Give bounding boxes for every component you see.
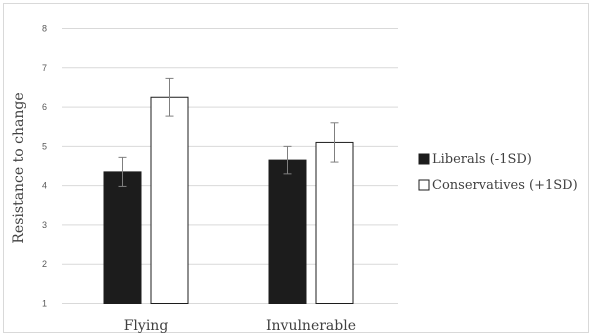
y-tick-label: 7	[42, 63, 47, 73]
y-axis-ticks: 1 2 3 4 5 6 7 8	[42, 24, 47, 309]
bar	[268, 159, 307, 304]
x-category-label: Invulnerable	[266, 318, 356, 334]
legend: Liberals (-1SD) Conservatives (+1SD)	[418, 152, 578, 193]
bar	[150, 96, 189, 304]
bars	[103, 96, 354, 304]
x-category-label: Flying	[124, 318, 169, 334]
y-tick-label: 8	[42, 24, 47, 34]
bar	[103, 171, 142, 304]
y-tick-label: 1	[42, 299, 47, 309]
bar	[315, 141, 354, 304]
y-axis-label: Resistance to change	[11, 92, 27, 243]
x-axis-categories: Flying Invulnerable	[124, 318, 356, 334]
legend-swatch	[418, 179, 430, 191]
y-tick-label: 4	[42, 181, 47, 191]
y-tick-label: 5	[42, 141, 47, 151]
y-tick-label: 3	[42, 220, 47, 230]
error-bars	[118, 77, 339, 187]
y-tick-label: 2	[42, 259, 47, 269]
legend-swatch	[418, 153, 430, 165]
legend-label: Liberals (-1SD)	[432, 152, 532, 167]
y-tick-label: 6	[42, 102, 47, 112]
legend-label: Conservatives (+1SD)	[432, 178, 578, 193]
